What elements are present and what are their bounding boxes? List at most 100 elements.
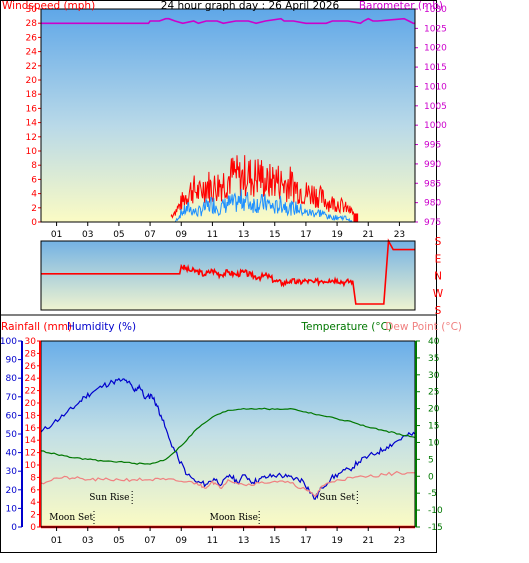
bottom-x-tick-label: 23 (394, 536, 405, 546)
top-x-tick-label: 11 (207, 230, 218, 240)
rainfall-tick-label: 22 (25, 387, 36, 397)
humidity-tick-label: 50 (6, 430, 18, 440)
temperature-series (40, 407, 416, 465)
barometer-tick-label: 975 (424, 218, 441, 228)
top-x-tick-label: 05 (113, 230, 124, 240)
barometer-tick-label: 1030 (424, 5, 447, 15)
rainfall-tick-label: 30 (25, 337, 37, 347)
bottom-x-tick-label: 09 (176, 536, 188, 546)
temperature-tick-label: -15 (428, 523, 443, 533)
top-x-tick-label: 19 (331, 230, 343, 240)
temperature-tick-label: 40 (428, 337, 440, 347)
bottom-x-tick-label: 19 (331, 536, 343, 546)
rainfall-tick-label: 16 (25, 424, 37, 434)
humidity-tick-label: 70 (6, 393, 18, 403)
barometer-tick-label: 985 (424, 179, 441, 189)
direction-label: E (435, 253, 442, 265)
top-x-tick-label: 07 (144, 230, 155, 240)
temperature-tick-label: -5 (428, 489, 437, 499)
humidity-tick-label: 30 (6, 467, 18, 477)
temperature-tick-label: 20 (428, 405, 440, 415)
rainfall-tick-label: 8 (30, 473, 36, 483)
direction-label: W (433, 288, 444, 300)
temperature-tick-label: 15 (428, 422, 439, 432)
windspeed-tick-label: 14 (26, 119, 38, 129)
windspeed-tick-label: 16 (26, 104, 38, 114)
humidity-series (40, 377, 416, 500)
bottom-events-layer: Sun Rise Sun Set Moon Set Moon Rise (49, 491, 358, 526)
windspeed-tick-label: 12 (26, 133, 37, 143)
windspeed-tick-label: 24 (26, 48, 38, 58)
windspeed-tick-label: 2 (31, 204, 37, 214)
windspeed-tick-label: 20 (26, 76, 38, 86)
windspeed-tick-label: 26 (26, 33, 38, 43)
rainfall-tick-label: 0 (30, 523, 36, 533)
direction-label: N (434, 271, 442, 283)
temperature-tick-label: -10 (428, 506, 443, 516)
rainfall-tick-label: 14 (25, 436, 37, 446)
rainfall-tick-label: 12 (25, 449, 36, 459)
bottom-x-tick-label: 05 (113, 536, 124, 546)
top-x-tick-label: 09 (176, 230, 188, 240)
rainfall-tick-label: 10 (25, 461, 37, 471)
barometer-axis-title: Barometer (mb) (359, 0, 443, 12)
top-x-tick-label: 01 (51, 230, 62, 240)
windspeed-tick-label: 0 (31, 218, 37, 228)
rainfall-axis-title: Rainfall (mm) (1, 321, 72, 333)
windspeed-tick-label: 4 (31, 190, 37, 200)
rainfall-tick-label: 28 (25, 349, 37, 359)
windspeed-tick-label: 18 (26, 90, 38, 100)
barometer-tick-label: 1005 (424, 102, 447, 112)
wind-gust-series (170, 155, 358, 222)
top-x-tick-label: 13 (238, 230, 249, 240)
windspeed-tick-label: 22 (26, 62, 37, 72)
bottom-x-tick-label: 21 (363, 536, 374, 546)
wind-direction-series (41, 238, 415, 305)
top-x-tick-label: 15 (269, 230, 280, 240)
top-x-tick-label: 23 (394, 230, 405, 240)
direction-series-layer (41, 238, 415, 305)
bottom-axes: 0102030405060708090100024681012141618202… (0, 337, 443, 533)
humidity-tick-label: 40 (6, 449, 18, 459)
top-right-axis-ticks: 975 980 985 990 995 1000 1005 1010 1015 1020 1025 1… (415, 5, 447, 228)
barometer-tick-label: 1020 (424, 44, 447, 54)
direction-label: S (435, 305, 442, 317)
bottom-plot-area (41, 341, 415, 527)
bottom-x-tick-label: 01 (51, 536, 62, 546)
top-plot-area (41, 9, 415, 222)
temperature-tick-label: 5 (428, 455, 434, 465)
bottom-x-tick-label: 11 (207, 536, 218, 546)
humidity-tick-label: 20 (6, 486, 18, 496)
temperature-tick-label: 30 (428, 371, 440, 381)
windspeed-axis-title: Windspeed (mph) (2, 0, 95, 12)
barometer-tick-label: 995 (424, 141, 441, 151)
top-x-axis-ticks: 01 03 05 07 09 11 13 15 17 19 21 23 (51, 222, 405, 240)
direction-plot-area (41, 241, 415, 310)
chart-title: 24 hour graph day : 26 April 2026 (161, 0, 340, 12)
bottom-x-tick-label: 07 (144, 536, 155, 546)
humidity-tick-label: 0 (11, 523, 17, 533)
top-x-tick-label: 17 (300, 230, 311, 240)
humidity-tick-label: 100 (0, 337, 17, 347)
bottom-x-tick-label: 15 (269, 536, 280, 546)
event-label: Moon Rise (210, 513, 258, 523)
dewpoint-axis-title: Dew Point (°C) (385, 321, 462, 333)
bottom-x-tick-label: 13 (238, 536, 249, 546)
event-label: Sun Rise (89, 493, 129, 503)
barometer-tick-label: 1010 (424, 82, 447, 92)
barometer-tick-label: 1015 (424, 63, 447, 73)
rainfall-tick-label: 26 (25, 362, 37, 372)
barometer-tick-label: 980 (424, 199, 441, 209)
barometer-tick-label: 1025 (424, 24, 447, 34)
humidity-tick-label: 60 (6, 411, 18, 421)
temperature-tick-label: 10 (428, 438, 440, 448)
humidity-tick-label: 80 (6, 374, 18, 384)
rainfall-tick-label: 2 (30, 511, 36, 521)
barometer-tick-label: 1000 (424, 121, 447, 131)
barometer-series (41, 17, 415, 25)
bottom-x-axis-ticks: 01 03 05 07 09 11 13 15 17 19 21 23 (51, 527, 405, 546)
temperature-tick-label: 25 (428, 388, 439, 398)
